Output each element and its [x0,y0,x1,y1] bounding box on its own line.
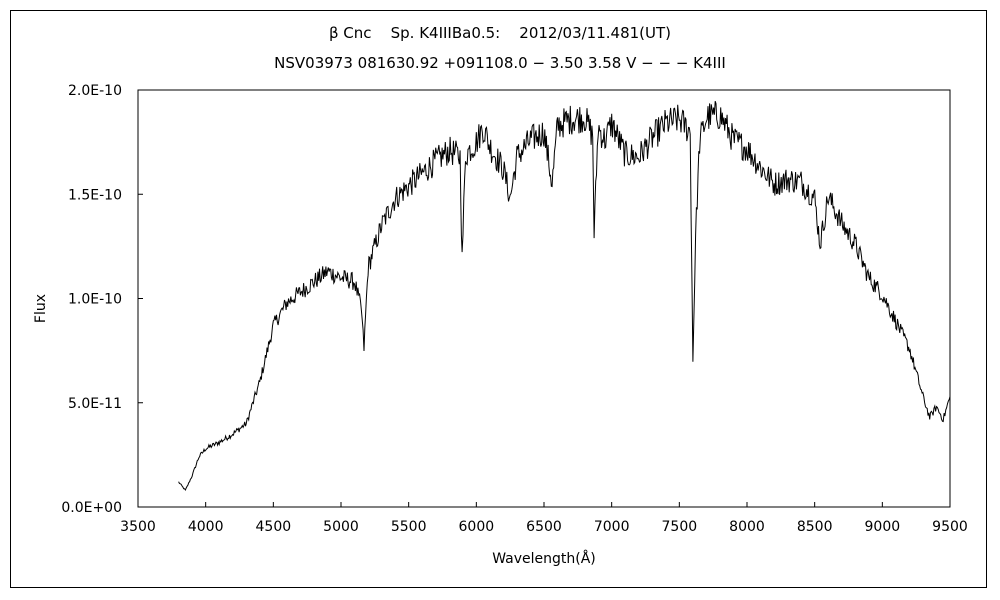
chart-title: β Cnc Sp. K4IIIBa0.5: 2012/03/11.481(UT) [328,24,672,42]
x-tick-label: 8500 [797,519,833,535]
chart-subtitle: NSV03973 081630.92 +091108.0 − 3.50 3.58… [274,54,726,72]
x-axis: 3500 4000 4500 5000 5500 6000 6500 7000 7500 8000… [120,502,968,535]
x-axis-label: Wavelength(Å) [492,550,596,567]
x-tick-label: 9500 [932,519,968,535]
y-tick-label: 0.0E+00 [61,500,122,516]
x-tick-label: 4000 [188,519,224,535]
x-tick-label: 4500 [256,519,292,535]
plot-area [137,89,951,508]
spectrum-line [178,101,951,492]
y-tick-label: 5.0E-11 [68,396,122,412]
x-tick-label: 3500 [120,519,156,535]
x-tick-label: 5500 [391,519,427,535]
x-tick-label: 9000 [865,519,901,535]
x-tick-label: 5000 [323,519,359,535]
y-axis: 0.0E+00 5.0E-11 1.0E-10 1.5E-10 2.0E-10 [61,83,143,516]
y-tick-label: 1.5E-10 [68,187,122,203]
y-tick-label: 1.0E-10 [68,292,122,308]
x-tick-label: 7500 [662,519,698,535]
x-tick-label: 7000 [594,519,630,535]
x-tick-label: 6000 [459,519,495,535]
chart-frame [10,10,987,588]
y-axis-label: Flux [33,294,49,323]
x-tick-label: 8000 [729,519,765,535]
x-tick-label: 6500 [526,519,562,535]
y-tick-label: 2.0E-10 [68,83,122,99]
